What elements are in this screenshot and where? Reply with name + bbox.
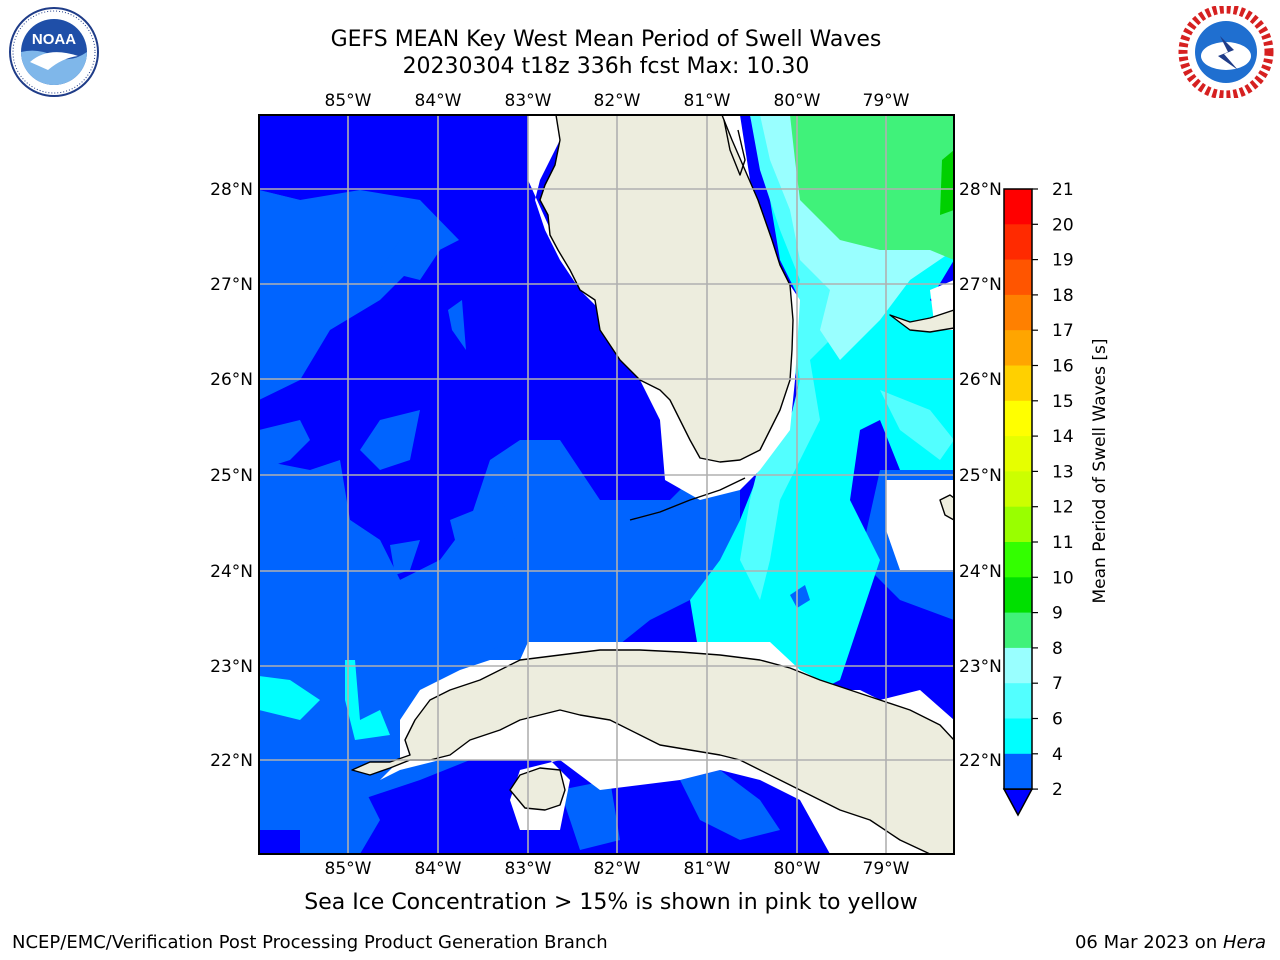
swell-band-8-9 (790, 115, 954, 260)
svg-text:23°N: 23°N (210, 657, 253, 677)
colorbar-tick-label: 7 (1052, 674, 1063, 694)
svg-text:84°W: 84°W (415, 91, 462, 111)
svg-text:23°N: 23°N (959, 657, 1002, 677)
svg-text:84°W: 84°W (415, 859, 462, 879)
colorbar-tick-label: 14 (1052, 427, 1074, 447)
svg-text:25°N: 25°N (210, 466, 253, 486)
svg-text:24°N: 24°N (210, 562, 253, 582)
svg-text:80°W: 80°W (774, 91, 821, 111)
svg-text:28°N: 28°N (210, 180, 253, 200)
svg-text:83°W: 83°W (505, 91, 552, 111)
svg-text:25°N: 25°N (959, 466, 1002, 486)
colorbar-tick-label: 13 (1052, 462, 1074, 482)
svg-text:79°W: 79°W (863, 91, 910, 111)
colorbar-tick-label: 12 (1052, 498, 1074, 518)
colorbar-segment (1004, 718, 1032, 755)
isla-de-la-juventud (509, 767, 566, 811)
colorbar-tick-label: 17 (1052, 321, 1074, 341)
colorbar-segment (1004, 683, 1032, 719)
lat-labels-right: 28°N 27°N 26°N 25°N 24°N 23°N 22°N (959, 180, 1002, 771)
bahamas-grand-bahama (889, 309, 954, 333)
cuba-island (351, 649, 954, 854)
colorbar-segment (1004, 436, 1032, 472)
footer-credit: NCEP/EMC/Verification Post Processing Pr… (12, 932, 608, 953)
map-title: GEFS MEAN Key West Mean Period of Swell … (330, 27, 882, 52)
colorbar-tick-label: 15 (1052, 392, 1074, 412)
colorbar-tick-label: 6 (1052, 710, 1063, 730)
colorbar-segment (1004, 471, 1032, 508)
footer-host: Hera (1222, 932, 1266, 953)
colorbar-segment (1004, 400, 1032, 437)
map-area (259, 115, 954, 854)
colorbar-segment (1004, 753, 1032, 790)
colorbar-segment (1004, 506, 1032, 543)
colorbar-tick-label: 9 (1052, 604, 1063, 624)
svg-text:27°N: 27°N (210, 275, 253, 295)
colorbar-tick-label: 2 (1052, 780, 1063, 800)
land-masses (351, 115, 954, 854)
colorbar-under-arrow (1002, 788, 1034, 817)
svg-text:24°N: 24°N (959, 562, 1002, 582)
colorbar-segment (1004, 542, 1032, 578)
colorbar-segment (1004, 647, 1032, 684)
colorbar-tick-label: 21 (1052, 180, 1074, 200)
svg-text:82°W: 82°W (594, 91, 641, 111)
colorbar: 21 20 19 18 17 16 15 14 13 12 11 10 9 8 7 6 4 2 (1002, 180, 1074, 817)
colorbar-frame (1003, 188, 1033, 790)
nws-logo (1178, 6, 1274, 98)
colorbar-tick-label: 11 (1052, 533, 1074, 553)
colorbar-segment (1004, 577, 1032, 614)
svg-text:80°W: 80°W (774, 859, 821, 879)
colorbar-tick-label: 10 (1052, 568, 1074, 588)
svg-text:26°N: 26°N (959, 370, 1002, 390)
colorbar-tick-label: 8 (1052, 639, 1063, 659)
gridlines (259, 115, 954, 854)
lon-labels-top: 85°W 84°W 83°W 82°W 81°W 80°W 79°W (325, 91, 910, 111)
colorbar-label: Mean Period of Swell Waves [s] (1090, 339, 1110, 604)
svg-text:22°N: 22°N (959, 751, 1002, 771)
svg-text:28°N: 28°N (959, 180, 1002, 200)
colorbar-segment (1004, 224, 1032, 261)
svg-text:85°W: 85°W (325, 91, 372, 111)
map-subtitle: 20230304 t18z 336h fcst Max: 10.30 (402, 54, 810, 79)
noaa-logo: NOAA (9, 7, 99, 97)
colorbar-segment (1004, 330, 1032, 366)
lat-labels-left: 28°N 27°N 26°N 25°N 24°N 23°N 22°N (210, 180, 253, 771)
colorbar-segment (1004, 612, 1032, 649)
map-frame (258, 114, 955, 855)
colorbar-tick-label: 18 (1052, 286, 1074, 306)
colorbar-segment (1004, 365, 1032, 402)
colorbar-tick-label: 19 (1052, 251, 1074, 271)
svg-text:27°N: 27°N (959, 275, 1002, 295)
svg-text:26°N: 26°N (210, 370, 253, 390)
lon-labels-bottom: 85°W 84°W 83°W 82°W 81°W 80°W 79°W (325, 859, 910, 879)
footer-date-text: 06 Mar 2023 on (1074, 932, 1223, 953)
colorbar-segment (1004, 294, 1032, 331)
svg-text:83°W: 83°W (505, 859, 552, 879)
colorbar-tick-label: 16 (1052, 357, 1074, 377)
svg-text:81°W: 81°W (684, 859, 731, 879)
noaa-logo-text: NOAA (32, 31, 76, 48)
colorbar-segment (1004, 259, 1032, 296)
svg-text:85°W: 85°W (325, 859, 372, 879)
florida-peninsula (539, 115, 794, 463)
svg-text:22°N: 22°N (210, 751, 253, 771)
colorbar-tick-label: 20 (1052, 215, 1074, 235)
sea-ice-note: Sea Ice Concentration > 15% is shown in … (304, 890, 918, 915)
svg-text:79°W: 79°W (863, 859, 910, 879)
colorbar-segment (1004, 189, 1032, 225)
bahamas-andros (939, 494, 954, 521)
footer-date: 06 Mar 2023 on Hera (1075, 932, 1266, 953)
svg-text:82°W: 82°W (594, 859, 641, 879)
svg-text:81°W: 81°W (684, 91, 731, 111)
colorbar-tick-label: 4 (1052, 745, 1063, 765)
